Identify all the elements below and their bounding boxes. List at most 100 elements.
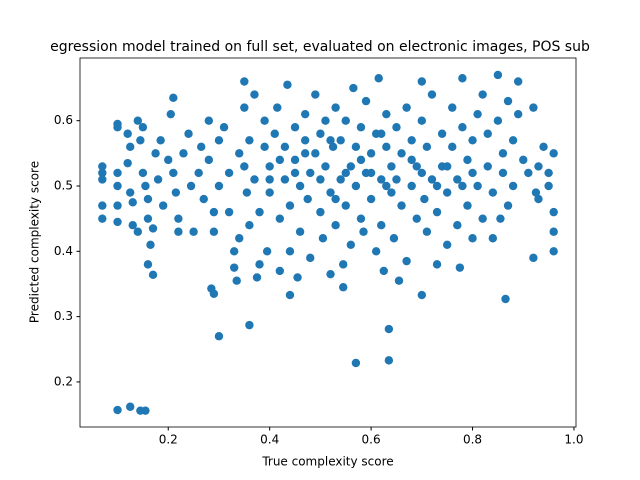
point [351,181,361,191]
point [290,168,300,178]
x-tick-label: 1.0 [564,433,583,447]
point [326,136,335,145]
point [113,123,122,132]
point [359,227,368,236]
point [407,136,416,145]
point [214,332,224,341]
point [214,181,224,191]
point [113,168,122,178]
x-axis-label: True complexity score [261,455,393,469]
point [295,181,305,191]
point [326,188,335,197]
point [113,405,122,415]
y-axis-label: Predicted complexity score [28,161,42,323]
point [442,162,452,171]
point [422,227,432,236]
point [402,256,411,266]
point [463,201,472,210]
point [235,149,244,158]
point [283,80,292,89]
point [179,149,188,158]
point [519,155,528,165]
point [166,109,175,119]
point [318,234,328,243]
point [123,129,132,138]
point [341,201,350,210]
point [387,188,396,197]
point [229,247,239,256]
point [392,123,401,132]
chart-title: egression model trained on full set, eva… [50,39,590,55]
point [356,123,366,132]
point [250,175,259,184]
point [420,194,429,204]
x-tick-label: 0.6 [362,433,381,447]
point [349,83,358,93]
point [224,168,234,178]
point [498,149,508,158]
point [169,168,178,178]
point [113,201,122,210]
point [275,214,285,223]
point [300,136,310,145]
point [128,220,137,230]
point [448,103,457,112]
point [240,162,249,171]
point [478,214,487,223]
point [432,260,442,269]
point [432,207,442,217]
point [240,103,249,112]
point [197,142,206,152]
point [531,188,541,197]
point [306,168,315,178]
point [158,201,168,210]
x-tick-label: 0.2 [159,433,178,447]
point [549,207,558,217]
point [453,220,462,230]
y-tick-label: 0.5 [54,179,73,193]
point [468,168,477,178]
point [280,142,290,152]
point [371,247,381,256]
point [508,136,518,145]
point [544,168,553,178]
point [458,181,467,191]
point [379,266,388,276]
point [455,263,465,272]
y-tick-label: 0.3 [54,309,73,323]
point [255,260,264,269]
point [214,136,224,145]
point [306,253,315,263]
point [311,149,320,158]
point [242,188,252,197]
point [501,294,510,304]
point [133,116,143,125]
point [148,270,158,280]
point [544,181,553,191]
point [174,227,183,236]
point [209,207,219,217]
point [458,123,467,132]
point [346,240,356,249]
point [356,155,366,165]
point [98,214,107,223]
point [458,74,467,83]
point [384,324,394,334]
point [126,142,135,152]
point [280,175,290,184]
point [164,155,173,165]
point [328,142,338,152]
point [245,220,254,230]
point [189,227,198,236]
point [293,273,302,282]
point [508,181,518,191]
point [346,162,356,171]
point [311,90,320,99]
point [442,188,452,197]
point [113,181,122,191]
point [387,162,396,171]
point [397,149,406,158]
point [326,269,335,279]
point [339,283,348,292]
plot-frame [79,57,577,428]
